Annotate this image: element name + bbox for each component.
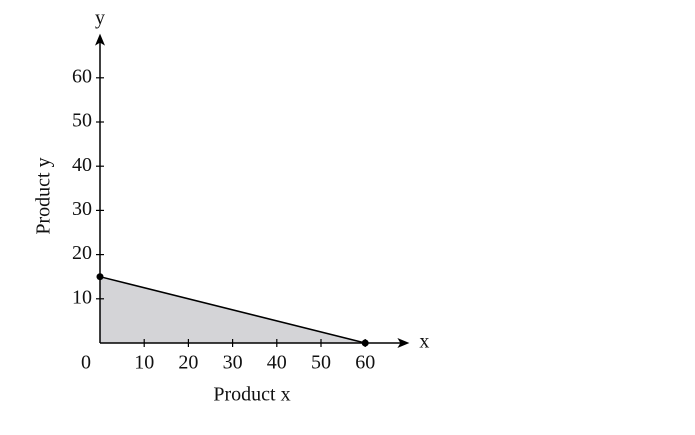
x-tick-label: 60 xyxy=(355,352,375,374)
x-axis-label: Product x xyxy=(213,384,290,406)
corner-point xyxy=(96,273,104,281)
y-axis-name: y xyxy=(95,7,105,29)
y-tick-label: 30 xyxy=(72,198,92,220)
y-axis-label: Product y xyxy=(33,157,55,234)
x-tick-label: 10 xyxy=(134,352,154,374)
y-tick-label: 60 xyxy=(72,65,92,87)
x-axis-arrow xyxy=(397,338,410,348)
corner-point xyxy=(361,339,369,347)
y-tick-label: 10 xyxy=(72,286,92,308)
x-tick-label: 30 xyxy=(223,352,243,374)
boundary-line xyxy=(99,275,366,344)
x-axis-name: x xyxy=(419,331,429,353)
x-tick-label: 20 xyxy=(178,352,198,374)
x-tick-label: 40 xyxy=(267,352,287,374)
x-tick-label: 0 xyxy=(81,352,91,374)
y-tick-label: 50 xyxy=(72,110,92,132)
x-tick-label: 50 xyxy=(311,352,331,374)
y-tick-label: 40 xyxy=(72,154,92,176)
y-tick-label: 20 xyxy=(72,242,92,264)
y-axis-arrow xyxy=(95,33,105,46)
